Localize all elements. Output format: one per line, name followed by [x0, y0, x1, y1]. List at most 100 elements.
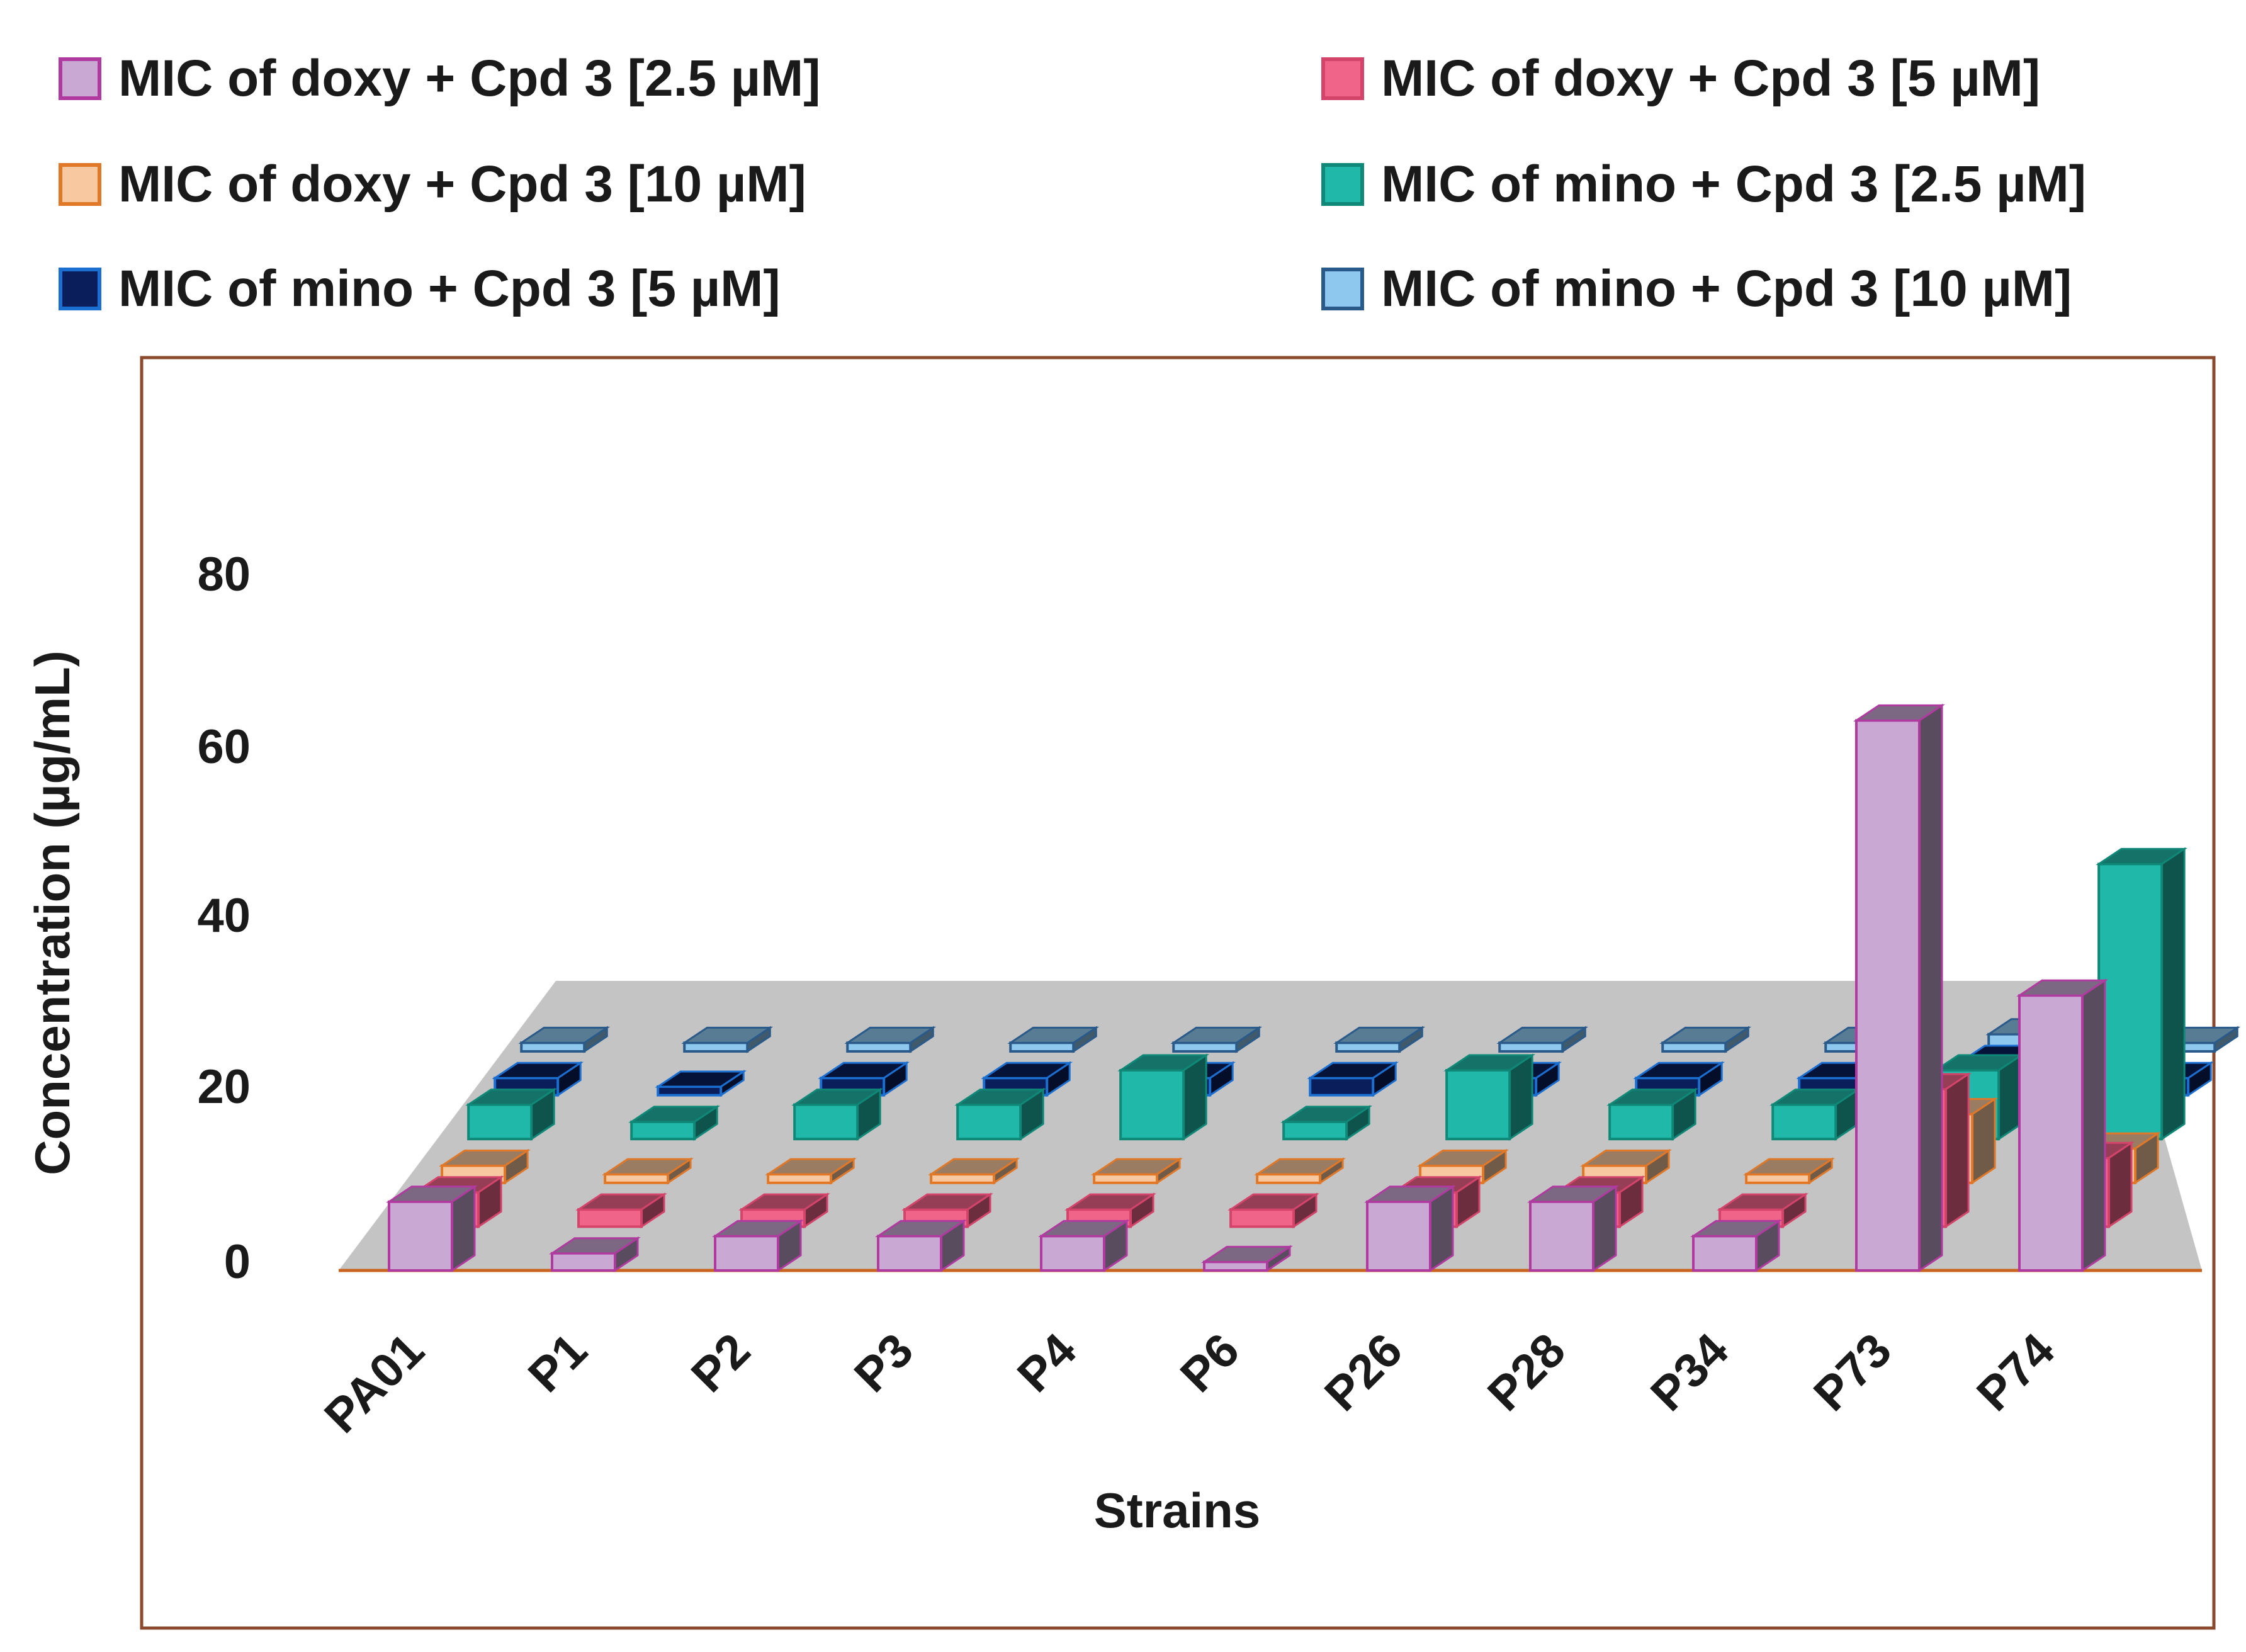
x-tick-label: P73: [1803, 1323, 1902, 1422]
bar-top-face: [465, 1089, 558, 1106]
bar-front-face: [1335, 1041, 1401, 1053]
bar-series-group: [386, 703, 2241, 1272]
plot-area-frame: [140, 356, 2216, 1630]
bar-top-face: [1254, 1158, 1346, 1175]
bar: [1769, 1087, 1862, 1141]
bar-top-face: [1038, 1219, 1130, 1237]
legend-label: MIC of mino + Cpd 3 [2.5 µM]: [1381, 156, 2086, 213]
bar-front-face: [2097, 863, 2164, 1141]
y-axis-ticks: 0 20 40 60 80: [197, 548, 251, 1289]
bar-top-face: [1743, 1158, 1836, 1175]
bar: [2016, 978, 2108, 1272]
bar: [1307, 1061, 1399, 1097]
bar-top-face: [518, 1026, 611, 1044]
legend-label: MIC of doxy + Cpd 3 [5 µM]: [1381, 50, 2040, 107]
bar: [602, 1157, 694, 1185]
bar-top-face: [1201, 1245, 1293, 1263]
bar-top-face: [791, 1089, 884, 1106]
legend-swatch: [1321, 57, 1364, 100]
bar-top-face: [1333, 1026, 1426, 1044]
y-axis-title: Concentration (µg/mL): [25, 650, 80, 1175]
bar: [655, 1070, 747, 1097]
bar-top-face: [681, 1026, 774, 1044]
x-tick-label: P3: [844, 1323, 923, 1403]
bar-front-face: [604, 1173, 670, 1184]
bar-front-face: [551, 1252, 616, 1272]
x-tick-label: P74: [1967, 1323, 2065, 1422]
legend-label: MIC of doxy + Cpd 3 [2.5 µM]: [118, 50, 821, 107]
bar-front-face: [1445, 1069, 1511, 1141]
bar-top-face: [628, 1106, 721, 1123]
bar: [575, 1192, 668, 1229]
bar-top-face: [1527, 1185, 1619, 1203]
bar-top-face: [954, 1089, 1047, 1106]
bar: [1496, 1026, 1589, 1053]
bar: [681, 1026, 774, 1053]
bar-top-face: [1580, 1150, 1673, 1167]
bar-front-face: [1040, 1235, 1105, 1272]
bar-front-face: [1309, 1077, 1375, 1097]
bar: [1606, 1087, 1699, 1141]
y-tick-label: 20: [197, 1060, 251, 1114]
bar: [1091, 1157, 1183, 1185]
bar: [1170, 1026, 1263, 1053]
x-tick-label: P4: [1007, 1323, 1086, 1403]
bar-front-face: [577, 1208, 643, 1228]
bar: [1064, 1192, 1157, 1229]
bar-top-face: [549, 1237, 641, 1255]
bar-front-face: [1366, 1200, 1431, 1272]
bar-front-face: [388, 1200, 453, 1272]
x-axis-title: Strains: [1094, 1483, 1260, 1538]
bar-front-face: [1745, 1173, 1811, 1184]
bar-top-face: [1117, 1054, 1210, 1072]
legend-swatch: [59, 163, 101, 206]
bar-front-face: [520, 1041, 586, 1053]
bar: [628, 1105, 721, 1141]
bar: [844, 1026, 937, 1053]
bar-top-face: [712, 1219, 804, 1237]
x-axis-ticks: PA01 P1 P2 P3 P4 P6 P26 P28 P34 P73 P74: [314, 1323, 2065, 1444]
bar-front-face: [956, 1103, 1022, 1141]
bar-top-face: [875, 1219, 967, 1237]
bar-top-face: [901, 1193, 994, 1211]
bar-front-face: [1282, 1120, 1348, 1141]
bar-front-face: [1172, 1041, 1238, 1053]
x-tick-label: P6: [1170, 1323, 1250, 1403]
bar: [1659, 1026, 1752, 1053]
bar-top-face: [2096, 847, 2188, 865]
bar: [712, 1219, 804, 1272]
legend-swatch: [59, 57, 101, 100]
bar-front-face: [1692, 1235, 1758, 1272]
bar-top-face: [439, 1150, 531, 1167]
bar: [791, 1087, 884, 1141]
bar: [1743, 1157, 1836, 1185]
bar-top-face: [655, 1070, 747, 1088]
bar-side-face: [1918, 703, 1943, 1272]
bar-top-face: [1633, 1061, 1725, 1079]
x-tick-label: P34: [1640, 1323, 1739, 1422]
bar-top-face: [1717, 1193, 1809, 1211]
bar: [1853, 703, 1945, 1272]
bar-top-face: [818, 1061, 910, 1079]
bar: [1227, 1192, 1320, 1229]
bar-top-face: [1659, 1026, 1752, 1044]
bar: [818, 1061, 910, 1097]
bar: [1254, 1157, 1346, 1185]
bar-top-face: [844, 1026, 937, 1044]
bar: [1280, 1105, 1373, 1141]
bar-top-face: [1280, 1106, 1373, 1123]
bar-front-face: [467, 1103, 533, 1141]
legend-swatch: [1321, 268, 1364, 310]
bar: [386, 1184, 478, 1272]
bar-front-face: [767, 1173, 833, 1184]
bar-front-face: [1119, 1069, 1185, 1141]
bar-top-face: [1170, 1026, 1263, 1044]
legend-swatch: [59, 268, 101, 310]
x-tick-label: P2: [681, 1323, 760, 1403]
bar-top-face: [738, 1193, 831, 1211]
bar: [1690, 1219, 1782, 1272]
bar-top-face: [1307, 1061, 1399, 1079]
bar-front-face: [714, 1235, 779, 1272]
bar-top-face: [1064, 1193, 1157, 1211]
x-tick-label: PA01: [314, 1323, 434, 1444]
